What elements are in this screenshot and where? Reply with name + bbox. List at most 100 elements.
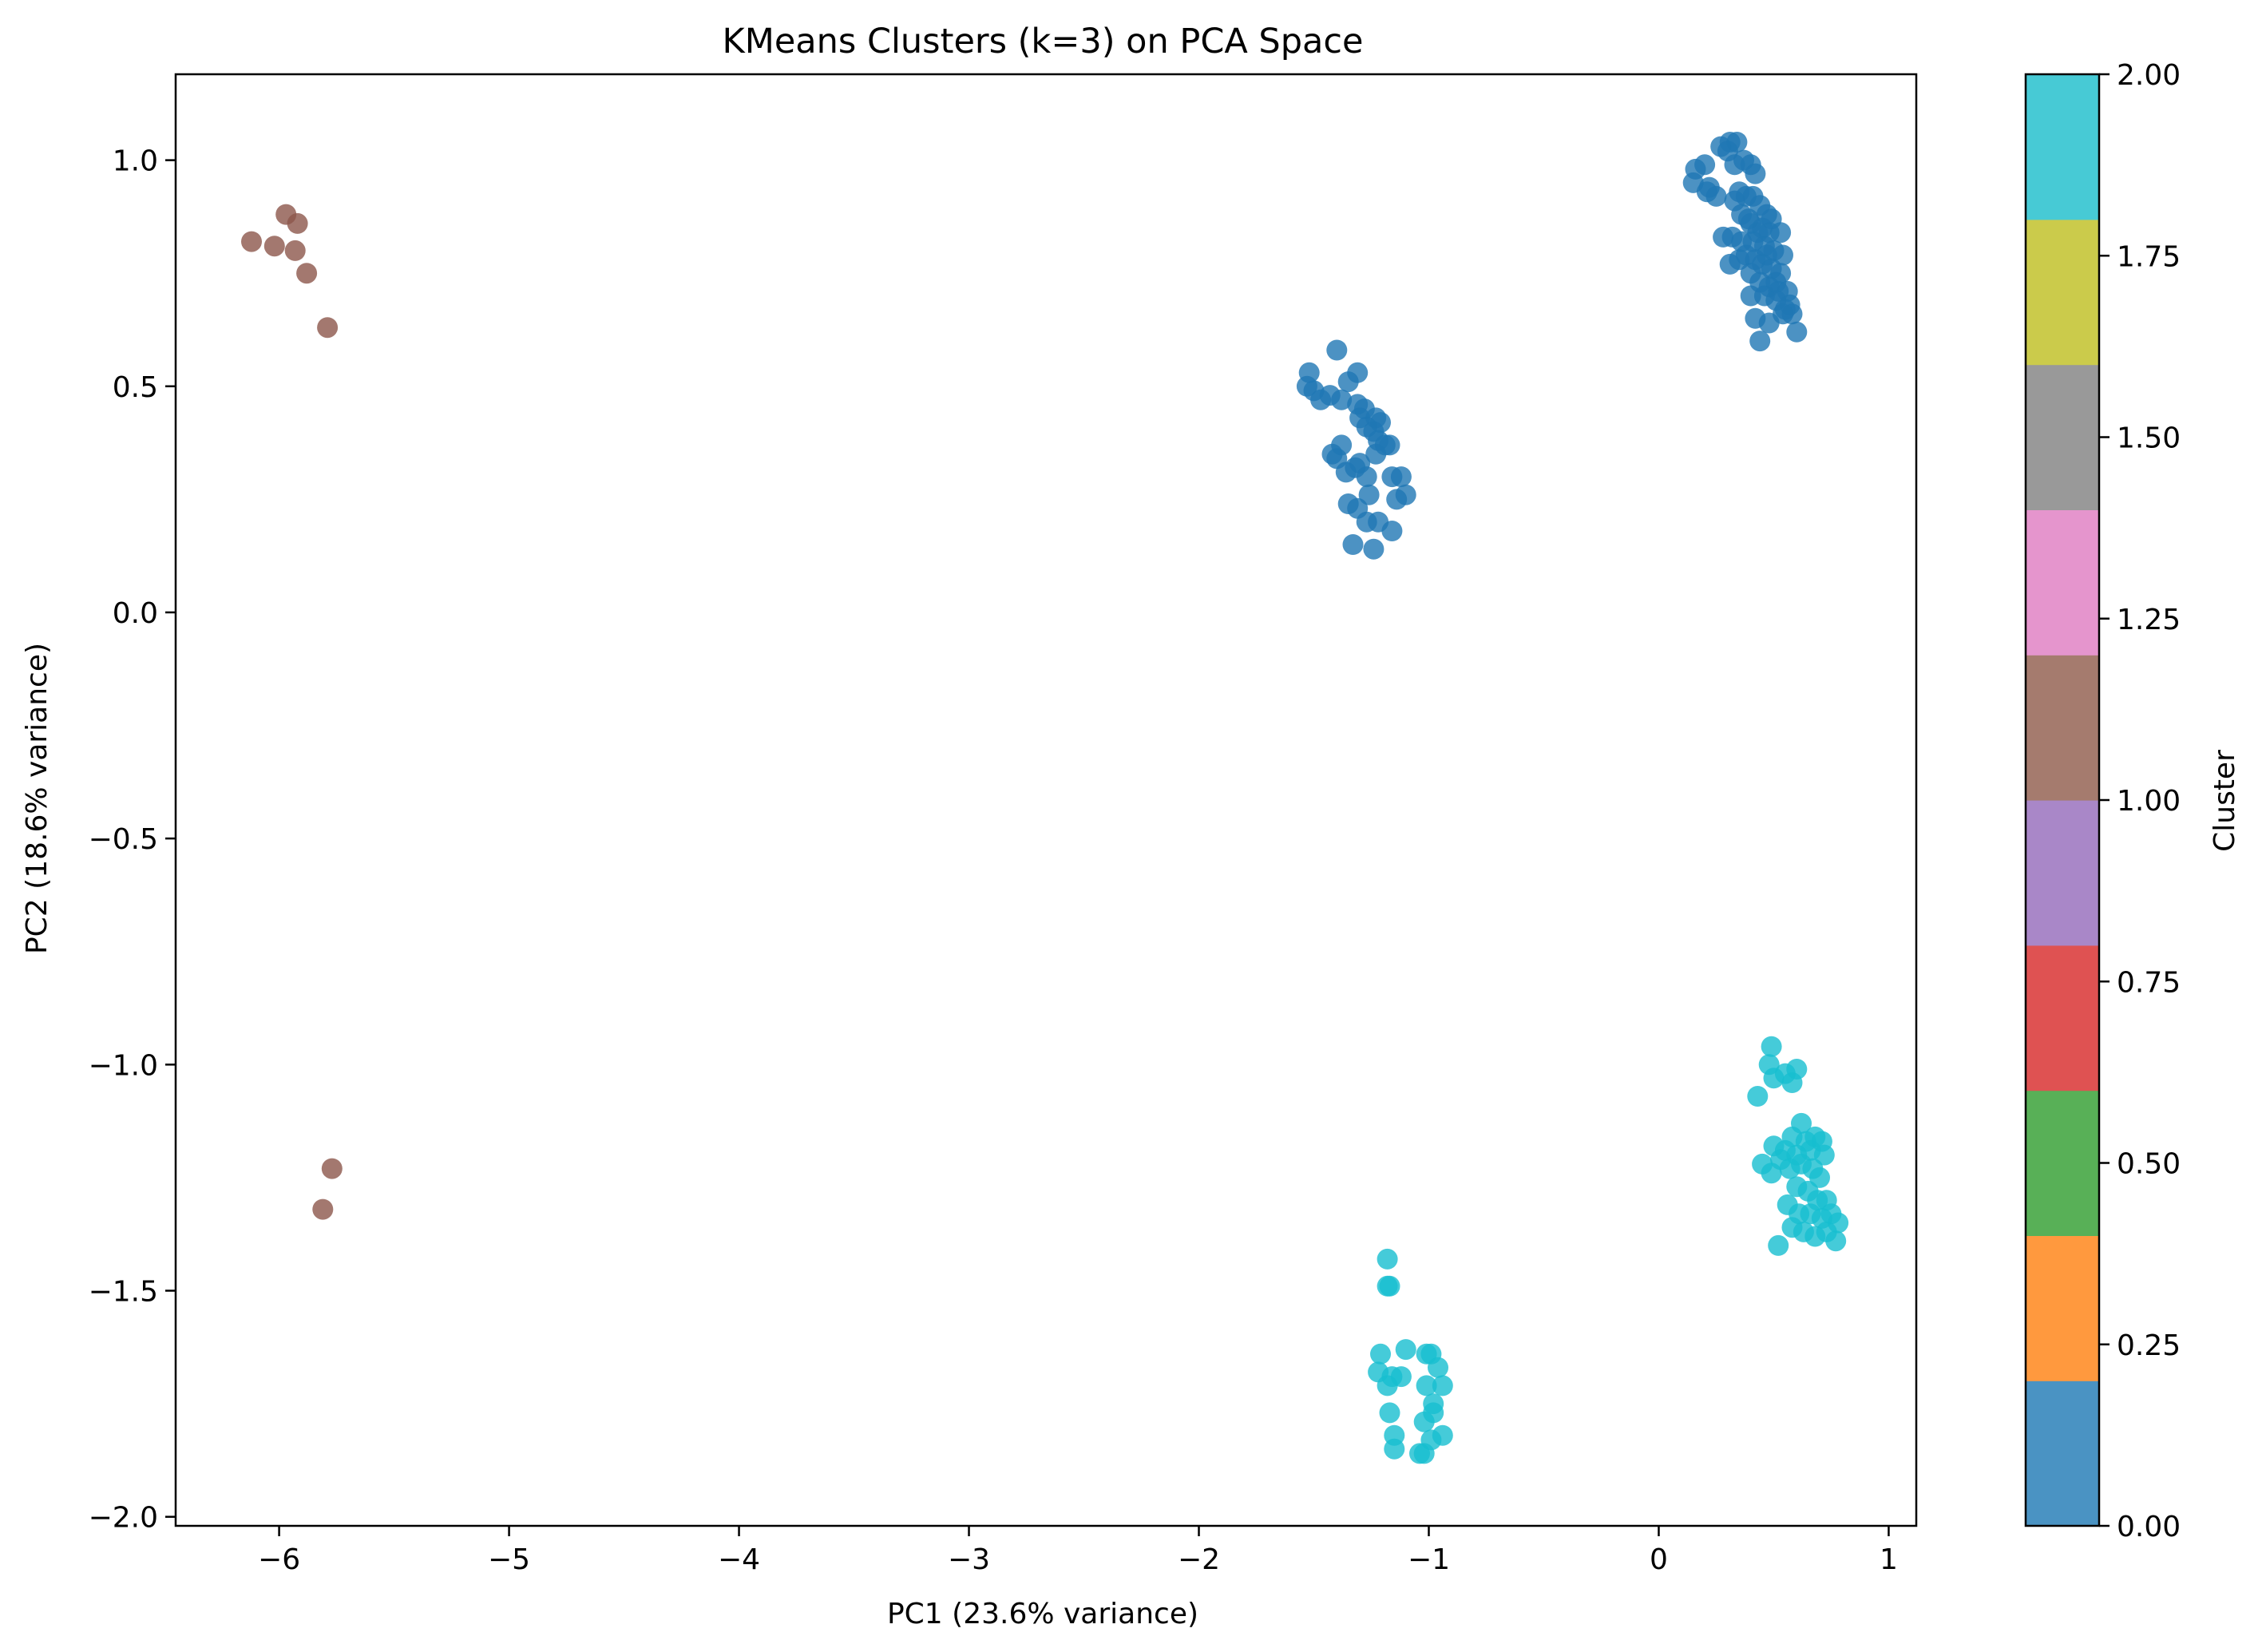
cluster-1-points <box>241 204 343 1220</box>
data-point <box>321 1158 343 1179</box>
colorbar-axis: 0.00 0.25 0.50 0.75 1.00 1.25 1.50 1.75 2.00 <box>2099 59 2181 1543</box>
data-point <box>263 236 285 257</box>
colorbar-tick-label: 1.50 <box>2117 422 2181 455</box>
data-point <box>1737 208 1759 230</box>
data-point <box>1381 521 1403 541</box>
colorbar-tick-label: 0.50 <box>2117 1148 2181 1181</box>
x-axis: −6 −5 −4 −3 −2 −1 0 1 <box>258 1526 1898 1576</box>
data-point <box>284 240 306 261</box>
colorbar-segment <box>2026 800 2099 946</box>
data-point <box>1342 534 1364 555</box>
data-point <box>1747 1086 1769 1107</box>
data-point <box>1740 285 1761 307</box>
data-point <box>1428 1357 1448 1378</box>
colorbar-tick-label: 1.25 <box>2117 604 2181 636</box>
data-point <box>1377 1248 1398 1270</box>
x-tick-label: −5 <box>488 1543 530 1576</box>
data-point <box>1390 466 1412 488</box>
data-point <box>1416 1375 1437 1396</box>
data-point <box>1698 176 1720 198</box>
data-point <box>1331 389 1353 410</box>
colorbar-segment <box>2026 219 2099 366</box>
colorbar-tick-label: 0.00 <box>2117 1511 2181 1543</box>
data-point <box>1331 434 1353 456</box>
data-point <box>1432 1424 1453 1446</box>
cluster-2-points <box>1368 1036 1849 1464</box>
colorbar <box>2026 74 2099 1527</box>
colorbar-segment <box>2026 364 2099 510</box>
data-point <box>1395 484 1416 505</box>
data-point <box>1365 443 1387 465</box>
x-tick-label: 0 <box>1650 1543 1668 1576</box>
x-tick-label: −3 <box>948 1543 990 1576</box>
colorbar-tick-label: 0.75 <box>2117 966 2181 999</box>
data-point <box>1432 1375 1453 1396</box>
data-point <box>1761 1036 1782 1057</box>
chart-title: KMeans Clusters (k=3) on PCA Space <box>723 22 1364 61</box>
data-point <box>287 212 308 234</box>
data-point <box>1370 412 1391 434</box>
x-tick-label: −2 <box>1178 1543 1220 1576</box>
data-point <box>1347 362 1369 383</box>
colorbar-segment <box>2026 655 2099 801</box>
data-point <box>1765 271 1787 293</box>
data-point <box>1384 1438 1405 1460</box>
data-point <box>1379 1402 1400 1424</box>
colorbar-tick-label: 2.00 <box>2117 59 2181 92</box>
data-point <box>1786 1059 1808 1080</box>
data-point <box>1761 1163 1782 1184</box>
y-tick-label: −0.5 <box>89 823 158 856</box>
colorbar-segment <box>2026 945 2099 1091</box>
data-point <box>1379 1275 1400 1297</box>
y-axis-title: PC2 (18.6% variance) <box>21 643 53 954</box>
y-tick-label: 0.5 <box>113 371 158 404</box>
data-point <box>317 317 339 339</box>
data-point <box>1413 1411 1435 1432</box>
data-point <box>1768 1234 1789 1256</box>
data-point <box>1358 484 1380 505</box>
y-tick-label: 0.0 <box>113 597 158 630</box>
data-point <box>312 1198 334 1220</box>
data-point <box>1786 321 1808 343</box>
data-point <box>241 231 262 252</box>
colorbar-segment <box>2026 74 2099 220</box>
data-point <box>1749 331 1771 352</box>
colorbar-segment <box>2026 1381 2099 1527</box>
x-tick-label: −1 <box>1408 1543 1450 1576</box>
y-tick-label: −1.0 <box>89 1049 158 1082</box>
colorbar-segment <box>2026 509 2099 656</box>
data-point <box>1363 538 1385 560</box>
data-point <box>1694 154 1716 176</box>
colorbar-tick-label: 1.00 <box>2117 785 2181 818</box>
data-point <box>1745 163 1766 184</box>
data-point <box>1825 1230 1847 1252</box>
y-tick-label: −2.0 <box>89 1502 158 1535</box>
data-point <box>1395 1339 1416 1361</box>
data-point <box>1756 244 1777 266</box>
data-point <box>1729 249 1750 271</box>
cluster-0-points <box>1296 132 1808 560</box>
x-tick-label: 1 <box>1880 1543 1898 1576</box>
x-axis-title: PC1 (23.6% variance) <box>887 1598 1198 1630</box>
colorbar-tick-label: 0.25 <box>2117 1329 2181 1362</box>
y-axis: 1.0 0.5 0.0 −0.5 −1.0 −1.5 −2.0 <box>89 145 176 1535</box>
data-point <box>1370 1343 1391 1365</box>
colorbar-title: Cluster <box>2209 750 2241 852</box>
y-tick-label: 1.0 <box>113 145 158 178</box>
data-point <box>1779 294 1800 315</box>
data-point <box>1326 339 1348 361</box>
x-tick-label: −4 <box>718 1543 760 1576</box>
y-tick-label: −1.5 <box>89 1275 158 1308</box>
data-point <box>1377 1375 1398 1396</box>
data-point <box>296 263 318 284</box>
data-point <box>1773 244 1793 266</box>
colorbar-segment <box>2026 1235 2099 1381</box>
x-tick-label: −6 <box>258 1543 300 1576</box>
data-point <box>1809 1167 1830 1188</box>
colorbar-tick-label: 1.75 <box>2117 240 2181 273</box>
plot-frame <box>174 73 1918 1527</box>
colorbar-segment <box>2026 1090 2099 1236</box>
data-point <box>1413 1443 1435 1464</box>
data-point <box>1356 466 1377 488</box>
